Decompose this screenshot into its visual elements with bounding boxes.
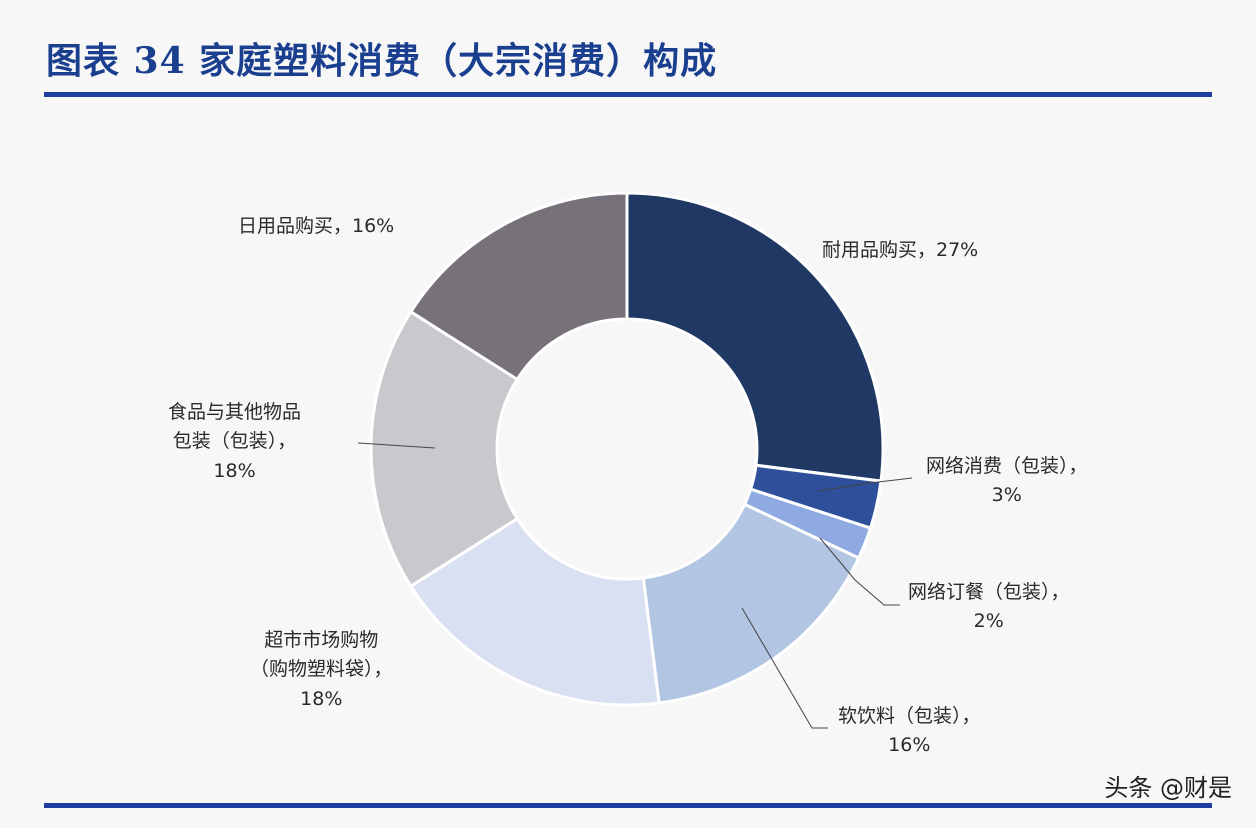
- leader-lines: [357, 442, 913, 729]
- donut-slice-0: [625, 191, 885, 483]
- leader-line-food-pack: [357, 442, 436, 449]
- label-online-order: 网络订餐（包装）， 2%: [908, 581, 1070, 633]
- leader-line-soft-drink: [741, 607, 828, 729]
- figure-title: 图表 34 家庭塑料消费（大宗消费）构成: [46, 40, 718, 82]
- donut-slice-5: [369, 309, 520, 589]
- top-rule: [44, 92, 1212, 97]
- title-area: 图表 34 家庭塑料消费（大宗消费）构成: [44, 26, 1212, 86]
- label-soft-drink: 软饮料（包装）， 16%: [838, 705, 981, 757]
- donut-slice-3: [641, 502, 861, 705]
- label-durable: 耐用品购买，27%: [822, 239, 979, 261]
- label-online-consume: 网络消费（包装）， 3%: [926, 455, 1088, 507]
- leader-line-online-order: [819, 537, 900, 606]
- watermark: 头条 @财是: [1104, 774, 1232, 802]
- bottom-rule: [44, 803, 1212, 808]
- donut-slices: [369, 191, 885, 707]
- donut-slice-4: [408, 516, 661, 707]
- leader-line-online-consume: [817, 477, 913, 492]
- label-daily: 日用品购买，16%: [238, 215, 395, 237]
- donut-slice-6: [408, 191, 629, 382]
- label-supermarket: 超市市场购物 （购物塑料袋）， 18%: [250, 629, 393, 710]
- label-food-pack: 食品与其他物品 包装（包装）， 18%: [168, 401, 302, 482]
